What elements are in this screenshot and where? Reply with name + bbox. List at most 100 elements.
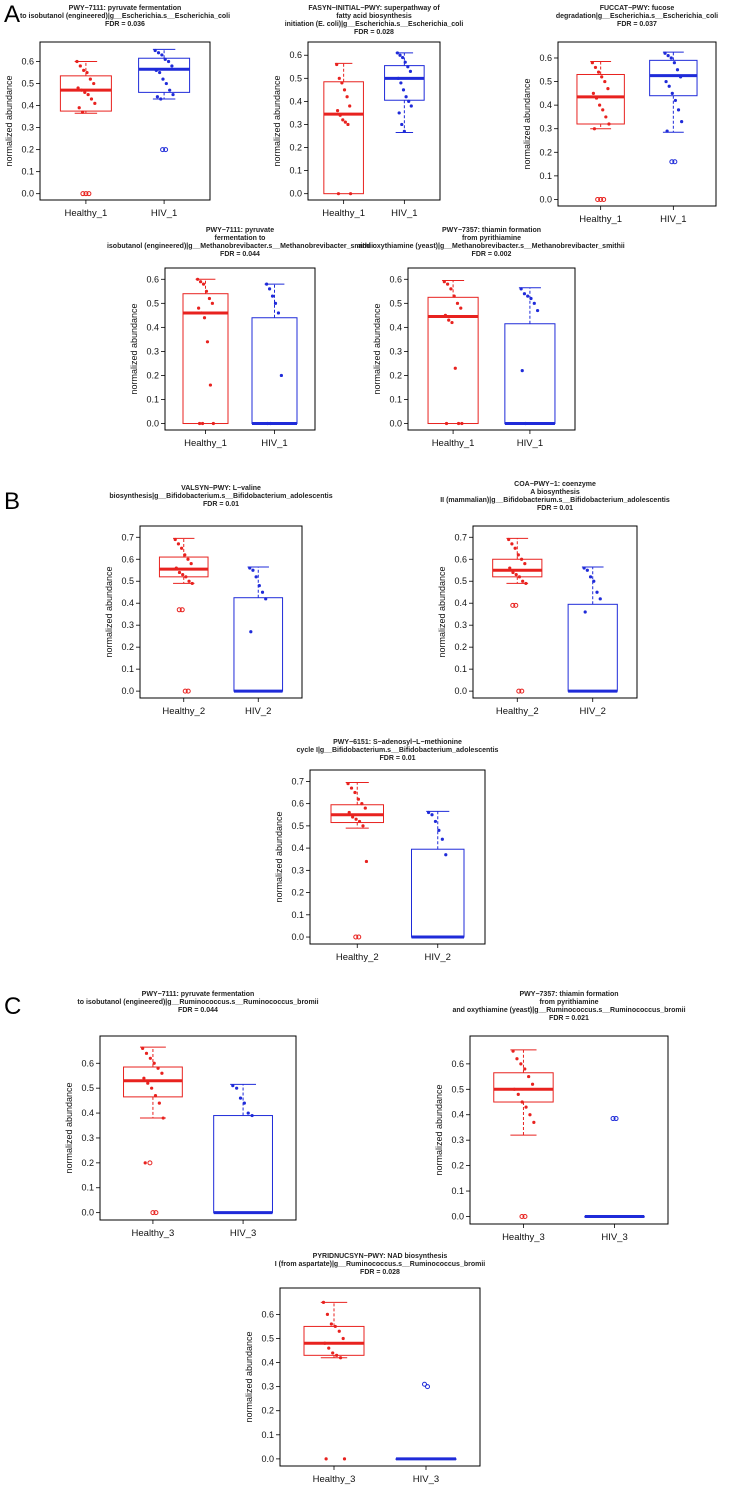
plot-frame: [39, 41, 211, 201]
data-point: [663, 51, 667, 55]
data-point: [676, 108, 681, 112]
data-point: [77, 106, 81, 110]
data-point: [200, 421, 205, 426]
data-point: [342, 1457, 347, 1461]
y-tick-label: 0.6: [451, 1059, 464, 1069]
data-point: [354, 817, 358, 821]
y-tick-label: 0.5: [451, 1084, 464, 1094]
y-tick-label: 0.2: [121, 642, 134, 652]
data-point: [583, 610, 587, 614]
plot-frame: [309, 769, 486, 945]
data-point: [404, 95, 408, 99]
data-point: [426, 810, 431, 815]
data-point: [450, 320, 454, 325]
y-tick-label: 0.1: [81, 1183, 94, 1193]
data-point: [596, 70, 601, 74]
chart-title-line: cycle I|g__Bifidobacterium.s__Bifidobact…: [297, 747, 499, 754]
data-point: [86, 92, 90, 97]
data-point: [456, 421, 461, 426]
chart-title-line: FDR = 0.028: [360, 1269, 400, 1276]
data-point: [524, 1105, 528, 1109]
data-point: [442, 280, 446, 284]
box-iqr: [213, 1115, 273, 1214]
data-point: [153, 1094, 158, 1098]
outlier-point: [80, 191, 86, 197]
data-point: [231, 1084, 235, 1088]
data-point: [593, 65, 598, 70]
boxplot-2: FUCCAT−PWY: fucosedegradation|g__Escheri…: [522, 5, 718, 225]
data-point: [511, 570, 515, 575]
boxplot-1: FASYN−INITIAL−PWY: superpathway offatty …: [272, 5, 463, 219]
outlier-point: [425, 1384, 430, 1390]
y-tick-label: 0.4: [21, 101, 34, 111]
data-point: [198, 280, 203, 284]
y-tick-label: 0.6: [389, 274, 402, 284]
data-point: [76, 86, 80, 90]
chart-title-line: from pyrithiamine: [462, 235, 521, 242]
data-point: [452, 294, 456, 298]
y-tick-label: 0.2: [289, 143, 302, 153]
data-point: [347, 810, 351, 815]
data-point: [150, 1086, 154, 1090]
y-tick-label: 0.5: [21, 79, 34, 89]
data-point: [341, 1336, 345, 1341]
y-tick-label: 0.3: [539, 124, 552, 134]
y-tick-label: 0.0: [539, 194, 552, 204]
data-point: [526, 294, 530, 298]
data-point: [513, 546, 517, 550]
outlier-point: [510, 602, 516, 608]
x-category-label: HIV_1: [660, 214, 686, 225]
plot-frame: [164, 267, 316, 431]
y-tick-label: 0.6: [146, 274, 159, 284]
x-category-label: Healthy_1: [184, 438, 227, 449]
x-category-label: Healthy_3: [313, 1474, 356, 1485]
data-point: [460, 421, 464, 426]
y-tick-label: 0.4: [539, 100, 552, 110]
data-point: [250, 1113, 254, 1118]
data-point: [267, 287, 272, 291]
y-tick-label: 0.1: [291, 910, 304, 920]
data-point: [207, 296, 212, 301]
chart-title-line: A biosynthesis: [530, 489, 580, 496]
data-point: [527, 1074, 531, 1079]
data-point: [395, 51, 400, 55]
box-iqr: [303, 1325, 365, 1356]
data-point: [397, 111, 401, 115]
y-tick-label: 0.1: [289, 166, 302, 176]
data-point: [604, 115, 608, 119]
y-tick-label: 0.5: [261, 1333, 274, 1343]
data-point: [529, 296, 533, 301]
y-tick-label: 0.6: [81, 1058, 94, 1068]
chart-title-line: COA−PWY−1: coenzyme: [514, 481, 596, 488]
data-point: [161, 77, 165, 81]
data-point: [164, 81, 168, 86]
chart-title-line: FDR = 0.01: [203, 501, 239, 508]
data-point: [180, 546, 184, 550]
data-point: [672, 61, 676, 65]
data-point: [79, 88, 84, 92]
y-axis-label: normalized abundance: [437, 566, 447, 657]
data-point: [173, 537, 177, 542]
data-point: [184, 575, 188, 579]
plot-frame: [557, 41, 717, 207]
data-point: [141, 1046, 145, 1050]
data-point: [249, 630, 253, 634]
data-point: [523, 1067, 527, 1071]
y-tick-label: 0.6: [261, 1309, 274, 1319]
data-point: [449, 287, 453, 291]
data-point: [197, 421, 202, 426]
data-point: [532, 1120, 536, 1124]
y-tick-label: 0.3: [121, 620, 134, 630]
y-tick-label: 0.4: [291, 843, 304, 853]
x-category-label: HIV_1: [151, 208, 177, 219]
panel-label-c: C: [4, 993, 21, 1020]
data-point: [246, 1111, 250, 1115]
data-point: [510, 542, 514, 546]
outlier-point: [185, 688, 191, 694]
x-category-label: Healthy_1: [322, 208, 365, 219]
y-tick-label: 0.3: [261, 1382, 274, 1392]
data-point: [260, 590, 265, 594]
outlier-point: [669, 159, 675, 165]
outlier-point: [672, 159, 678, 165]
